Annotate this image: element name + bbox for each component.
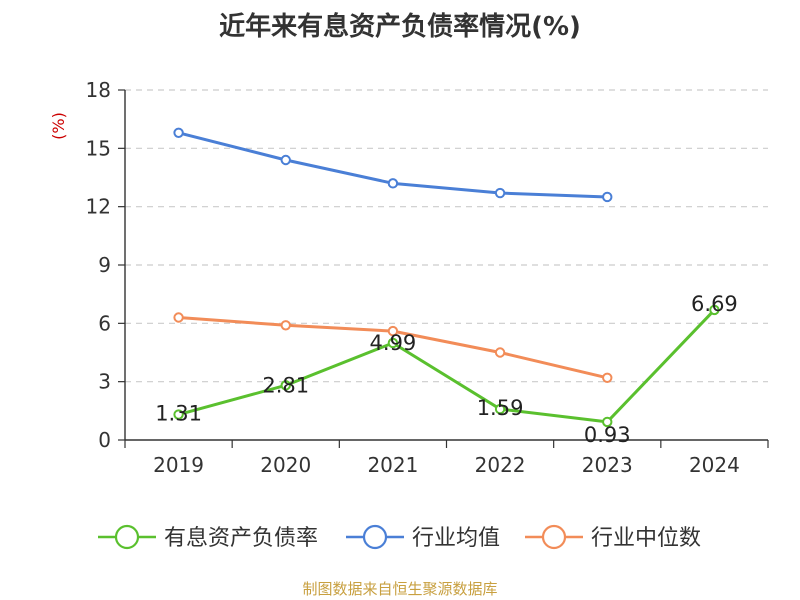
x-tick-label: 2023 [582,453,633,477]
series-line-0 [178,308,716,424]
legend-label: 有息资产负债率 [164,526,318,551]
data-point[interactable] [387,325,399,337]
source-note: 制图数据来自恒生聚源数据库 [302,580,498,598]
grid-lines [125,89,768,383]
y-tick-label: 3 [98,370,111,394]
legend-marker [541,524,567,550]
data-point[interactable] [173,127,184,138]
data-point[interactable] [387,337,399,349]
y-tick-label: 15 [86,136,111,160]
data-point[interactable] [602,191,613,203]
data-point[interactable] [602,416,613,428]
data-point[interactable] [387,178,399,189]
x-tick-label: 2019 [153,453,204,477]
legend[interactable]: 有息资产负债率 行业均值 行业中位数 [98,524,701,551]
data-label: 1.31 [155,402,202,426]
y-tick-label: 9 [98,253,111,277]
chart-title: 近年来有息资产负债率情况(%) [219,12,581,42]
data-point[interactable] [173,312,184,323]
data-label: 6.69 [691,292,738,316]
x-tick-label: 2020 [260,453,311,477]
data-point[interactable] [494,187,506,199]
legend-item-1[interactable]: 行业均值 [346,524,500,551]
data-label: 0.93 [584,423,631,447]
legend-item-0[interactable]: 有息资产负债率 [98,524,318,551]
data-point[interactable] [709,304,720,316]
y-tick-label: 18 [86,78,111,102]
y-tick-label: 12 [86,195,111,219]
data-label: 4.99 [370,331,417,355]
data-point[interactable] [173,409,184,420]
axes: 0 3 6 9 12 15 18 2019 2020 2021 2022 2023 2024 [86,78,769,477]
legend-marker [114,524,140,550]
data-point[interactable] [280,380,291,391]
data-label: 1.59 [477,396,524,420]
y-tick-label: 6 [98,311,111,335]
y-tick-label: 0 [98,428,111,452]
data-labels: 1.31 2.81 4.99 1.59 0.93 6.69 [155,292,738,447]
x-tick-label: 2022 [475,453,526,477]
x-tick-label: 2021 [367,453,418,477]
data-point[interactable] [602,372,613,383]
legend-marker [362,524,388,550]
data-point[interactable] [280,320,291,331]
data-point[interactable] [494,347,506,358]
data-point[interactable] [280,154,291,166]
legend-item-2[interactable]: 行业中位数 [525,524,701,551]
series-lines [173,127,720,428]
data-label: 2.81 [262,373,309,397]
x-tick-label: 2024 [689,453,740,477]
legend-label: 行业均值 [412,526,500,551]
legend-label: 行业中位数 [591,526,701,551]
y-axis-unit-label: (%) [49,112,68,140]
data-point[interactable] [494,403,506,415]
